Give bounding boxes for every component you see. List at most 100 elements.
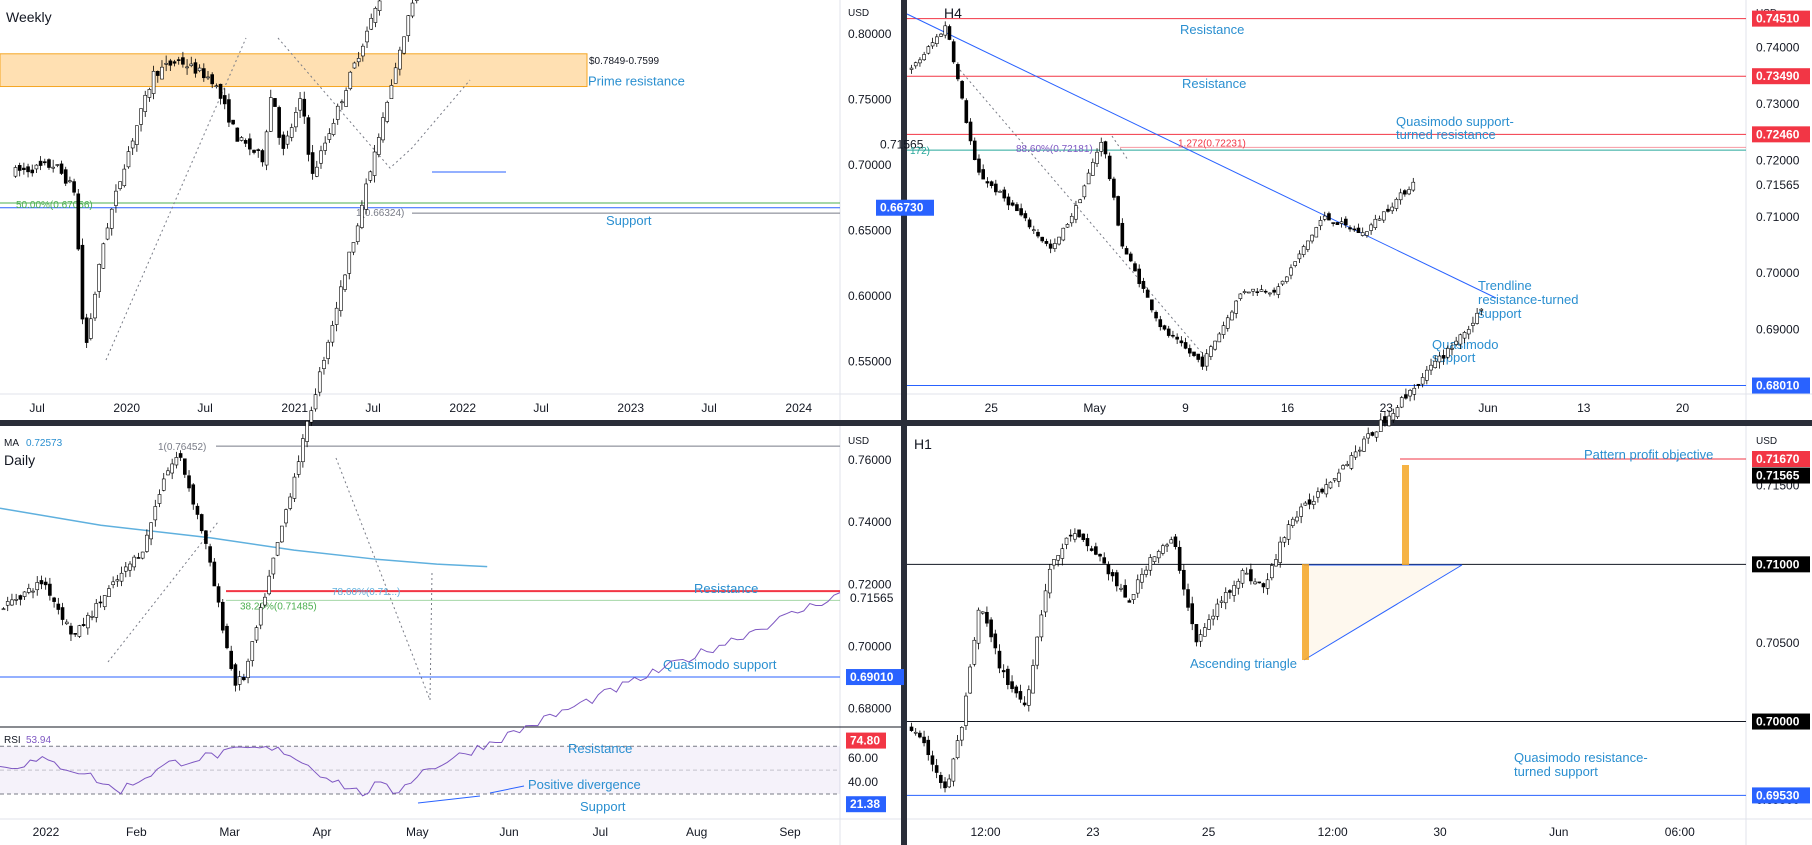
candle-body [1335, 222, 1340, 225]
time-tick: 25 [1202, 825, 1216, 839]
candle-body [1383, 416, 1387, 423]
candle-body [1412, 387, 1417, 395]
candle-body [1036, 231, 1040, 237]
candle-body [204, 530, 208, 544]
candle-body [81, 624, 86, 626]
candle-body [1068, 534, 1073, 537]
h1-panel[interactable]: H1 USD Pattern profit objective Ascendin… [907, 308, 1812, 845]
candle-body [1408, 390, 1412, 397]
price-badge [846, 669, 904, 686]
moving-average[interactable] [0, 507, 488, 568]
rsi-label: RSI [4, 735, 21, 746]
resistance-label: Resistance [694, 581, 758, 596]
candle-body [348, 71, 353, 90]
candle-body [208, 546, 212, 563]
candle-body [964, 100, 969, 123]
prime-resistance-zone[interactable] [0, 53, 588, 88]
candle-body [972, 140, 977, 161]
candle-body [406, 15, 411, 36]
candle-body [153, 506, 158, 521]
candle-body [1001, 670, 1006, 673]
candle-body [135, 125, 139, 145]
ma-value: 0.72573 [26, 438, 63, 449]
time-axis[interactable]: 25 May 9 16 23 Jun 13 20 [985, 401, 1690, 415]
candle-body [339, 286, 343, 311]
candle-body [39, 580, 44, 585]
candle-body [123, 566, 128, 572]
candle-body [1369, 224, 1373, 231]
candle-body [288, 496, 293, 509]
weekly-panel[interactable]: Weekly USD $0.7849-0.7599 Prime resistan… [0, 0, 934, 420]
candle-body [1022, 702, 1027, 706]
price-badge [1752, 713, 1810, 730]
candle-body [1295, 516, 1299, 522]
price-axis[interactable]: 0.76000 0.74000 0.72000 0.70000 0.68000 0.715… [846, 453, 904, 715]
horizontal-divider[interactable] [0, 420, 1812, 426]
candle-body [210, 74, 214, 85]
trendline[interactable] [906, 13, 1497, 299]
candle-body [1441, 355, 1446, 359]
price-axis[interactable]: 0.74000 0.73000 0.72000 0.71000 0.70000 0.690… [1752, 10, 1810, 394]
candle-body [939, 33, 943, 37]
price-badge [1752, 377, 1810, 394]
candle-body [381, 117, 385, 141]
rsi-axis[interactable]: 60.00 40.00 74.80 21.38 [846, 732, 886, 813]
time-axis[interactable]: 2022 Feb Mar Apr May Jun Jul Aug Sep [33, 825, 801, 839]
candle-body [1006, 668, 1010, 685]
candle-body [1039, 614, 1044, 638]
candle-body [1259, 289, 1264, 292]
candle-body [1297, 253, 1302, 260]
candle-body [947, 778, 952, 788]
candle-body [335, 105, 340, 120]
candle-body [1373, 218, 1378, 228]
candle-body [1052, 559, 1056, 566]
candle-body [994, 183, 998, 193]
candle-body [368, 171, 373, 181]
candle-body [176, 59, 181, 61]
time-tick: 13 [1577, 401, 1591, 415]
fib-786-label: 78.60%(0.71...) [332, 587, 400, 598]
candle-body [1360, 232, 1365, 236]
price-badge-text: 0.66730 [880, 201, 924, 215]
candle-body [1165, 544, 1169, 547]
price-axis[interactable]: 0.715000.710000.705000.700000.695000.716… [1752, 451, 1810, 807]
candle-body [327, 133, 332, 140]
candle-body [1238, 293, 1243, 299]
h4-panel[interactable]: H4 USD Resistance Resistance Quasimodo s… [906, 0, 1812, 420]
time-axis[interactable]: 12:00 23 25 12:00 30 Jun 06:00 [971, 825, 1696, 839]
candle-body [1137, 268, 1141, 284]
time-tick: May [406, 825, 429, 839]
qs-label-2: support [1432, 350, 1476, 365]
candle-body [128, 563, 132, 571]
price-badge-text: 0.68010 [1756, 379, 1800, 393]
candle-body [1106, 564, 1111, 575]
rsi-line[interactable] [0, 592, 841, 797]
candle-body [1064, 537, 1069, 545]
candle-body [1377, 218, 1382, 221]
daily-panel[interactable]: MA 0.72573 Daily USD 1(0.76452) 38.20%(0… [0, 0, 904, 845]
rsi-tick: 40.00 [848, 775, 878, 789]
triangle-support [1303, 564, 1463, 661]
candle-body [1156, 551, 1161, 559]
price-axis[interactable]: 0.80000 0.75000 0.70000 0.65000 0.60000 0.550… [848, 27, 934, 368]
candle-body [237, 676, 242, 685]
candle-body [1332, 478, 1337, 481]
candle-body [1411, 181, 1416, 191]
candle-body [218, 83, 223, 99]
candle-body [258, 607, 263, 626]
candle-body [166, 470, 170, 476]
candle-body [1223, 592, 1228, 604]
timeframe-label: H1 [914, 436, 932, 452]
pattern-line [429, 571, 433, 701]
rsi-resistance-label: Resistance [568, 741, 632, 756]
candle-body [1404, 394, 1408, 399]
time-axis[interactable]: Jul 2020 Jul 2021 Jul 2022 Jul 2023 Jul 2024 [29, 401, 812, 415]
candle-body [260, 150, 265, 163]
pattern-height-bar [1302, 564, 1309, 660]
candle-body [1303, 502, 1308, 506]
candle-body [1230, 311, 1234, 321]
candle-body [42, 161, 47, 164]
time-tick: 06:00 [1665, 825, 1695, 839]
price-badge-text: 0.69530 [1756, 788, 1800, 802]
profit-objective-label: Pattern profit objective [1584, 447, 1713, 462]
